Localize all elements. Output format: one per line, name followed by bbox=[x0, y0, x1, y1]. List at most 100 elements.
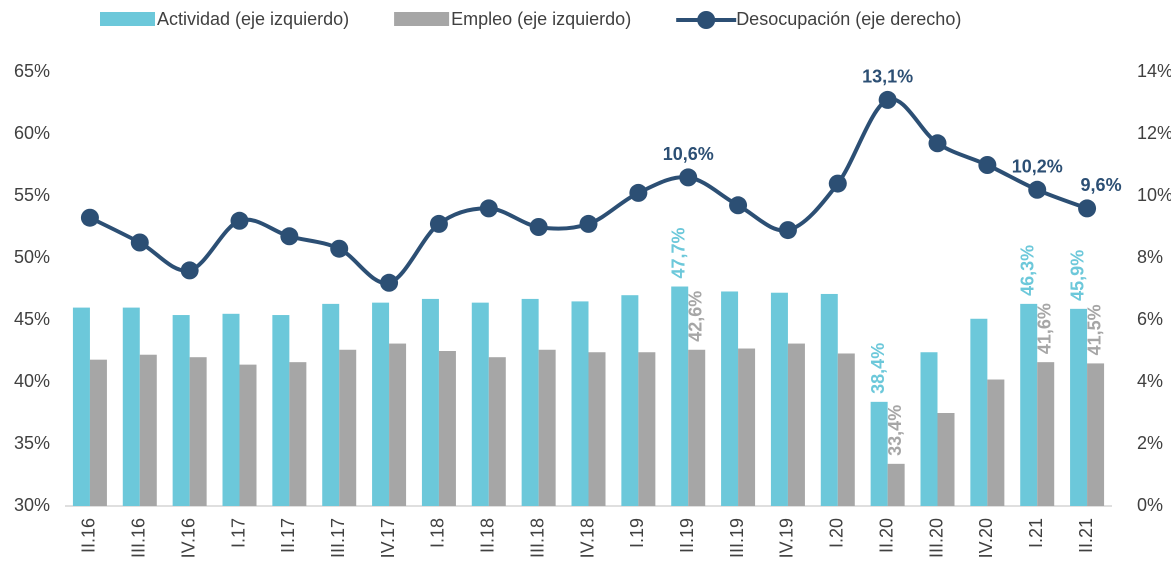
line-marker bbox=[1028, 180, 1047, 199]
legend-swatch bbox=[394, 12, 450, 26]
y2-tick-label: 0% bbox=[1137, 495, 1163, 515]
line-marker bbox=[729, 196, 748, 215]
legend-label: Actividad (eje izquierdo) bbox=[157, 9, 349, 29]
bar bbox=[289, 362, 307, 506]
line-marker bbox=[429, 214, 448, 233]
bar bbox=[638, 352, 656, 506]
legend-label: Empleo (eje izquierdo) bbox=[451, 9, 631, 29]
line-marker bbox=[380, 273, 399, 292]
x-tick-label: IV.20 bbox=[976, 518, 996, 558]
bar bbox=[588, 352, 606, 506]
line-marker bbox=[579, 214, 598, 233]
x-tick-label: III.20 bbox=[926, 518, 946, 558]
bar bbox=[671, 286, 689, 506]
bar bbox=[322, 303, 340, 506]
y2-tick-label: 10% bbox=[1137, 185, 1171, 205]
data-label: 33,4% bbox=[885, 405, 905, 456]
data-label: 10,2% bbox=[1012, 157, 1063, 177]
y-tick-label: 50% bbox=[14, 247, 50, 267]
y2-tick-label: 14% bbox=[1137, 61, 1171, 81]
x-tick-label: I.20 bbox=[827, 518, 847, 548]
bar bbox=[239, 364, 257, 506]
bar bbox=[139, 354, 157, 506]
data-label: 41,5% bbox=[1084, 304, 1104, 355]
data-label: 41,6% bbox=[1034, 303, 1054, 354]
bar bbox=[738, 348, 756, 506]
y-tick-label: 55% bbox=[14, 185, 50, 205]
bar bbox=[621, 295, 639, 506]
bar bbox=[389, 343, 407, 506]
data-label: 10,6% bbox=[663, 144, 714, 164]
bar bbox=[172, 315, 190, 506]
x-tick-label: III.19 bbox=[727, 518, 747, 558]
y-tick-label: 60% bbox=[14, 123, 50, 143]
bar bbox=[970, 318, 988, 506]
line-marker bbox=[928, 134, 947, 153]
bar bbox=[887, 463, 905, 506]
bar bbox=[1037, 362, 1055, 506]
data-label: 9,6% bbox=[1081, 175, 1122, 195]
x-tick-label: I.18 bbox=[428, 518, 448, 548]
bar bbox=[1087, 363, 1105, 506]
bar bbox=[488, 357, 506, 506]
data-label: 38,4% bbox=[868, 343, 888, 394]
bar bbox=[521, 298, 539, 506]
x-tick-label: III.16 bbox=[129, 518, 149, 558]
y-tick-label: 45% bbox=[14, 309, 50, 329]
x-tick-label: IV.16 bbox=[178, 518, 198, 558]
bar bbox=[870, 401, 888, 506]
x-tick-label: II.18 bbox=[478, 518, 498, 553]
line-marker bbox=[479, 199, 498, 218]
y2-tick-label: 6% bbox=[1137, 309, 1163, 329]
bar bbox=[837, 353, 855, 506]
line-marker bbox=[130, 233, 149, 252]
x-tick-label: II.21 bbox=[1076, 518, 1096, 553]
x-tick-label: I.17 bbox=[228, 518, 248, 548]
x-tick-label: III.17 bbox=[328, 518, 348, 558]
y-tick-label: 35% bbox=[14, 433, 50, 453]
bar bbox=[189, 357, 207, 506]
x-tick-label: II.17 bbox=[278, 518, 298, 553]
bar bbox=[89, 359, 107, 506]
line-marker bbox=[828, 174, 847, 193]
bar bbox=[787, 343, 805, 506]
bar bbox=[920, 352, 938, 506]
bar bbox=[339, 349, 357, 506]
line-marker bbox=[978, 156, 997, 174]
bar bbox=[438, 351, 456, 506]
x-tick-label: I.19 bbox=[627, 518, 647, 548]
bar bbox=[770, 292, 788, 506]
y2-tick-label: 12% bbox=[1137, 123, 1171, 143]
legend-swatch bbox=[100, 12, 155, 26]
bar bbox=[721, 291, 739, 506]
bar bbox=[272, 315, 290, 506]
data-label: 47,7% bbox=[668, 227, 688, 278]
data-label: 42,6% bbox=[685, 291, 705, 342]
line-marker bbox=[778, 221, 797, 240]
line-marker bbox=[529, 218, 548, 236]
bar bbox=[471, 302, 489, 506]
bar bbox=[571, 301, 589, 506]
x-tick-label: II.19 bbox=[677, 518, 697, 553]
data-label: 13,1% bbox=[862, 67, 913, 87]
y2-tick-label: 2% bbox=[1137, 433, 1163, 453]
legend-label: Desocupación (eje derecho) bbox=[736, 9, 961, 29]
bar bbox=[372, 302, 390, 506]
bar bbox=[688, 349, 706, 506]
bar bbox=[72, 307, 90, 506]
x-tick-label: IV.19 bbox=[777, 518, 797, 558]
bar bbox=[820, 293, 838, 506]
x-tick-label: II.20 bbox=[876, 518, 896, 553]
y-tick-label: 65% bbox=[14, 61, 50, 81]
bar bbox=[1070, 308, 1088, 506]
bar bbox=[987, 379, 1005, 506]
line-marker bbox=[180, 261, 199, 280]
x-tick-label: III.18 bbox=[527, 518, 547, 558]
y2-tick-label: 4% bbox=[1137, 371, 1163, 391]
y-tick-label: 40% bbox=[14, 371, 50, 391]
bar bbox=[937, 413, 955, 506]
bar bbox=[1020, 303, 1038, 506]
data-label: 45,9% bbox=[1067, 250, 1087, 301]
x-tick-label: II.16 bbox=[79, 518, 99, 553]
